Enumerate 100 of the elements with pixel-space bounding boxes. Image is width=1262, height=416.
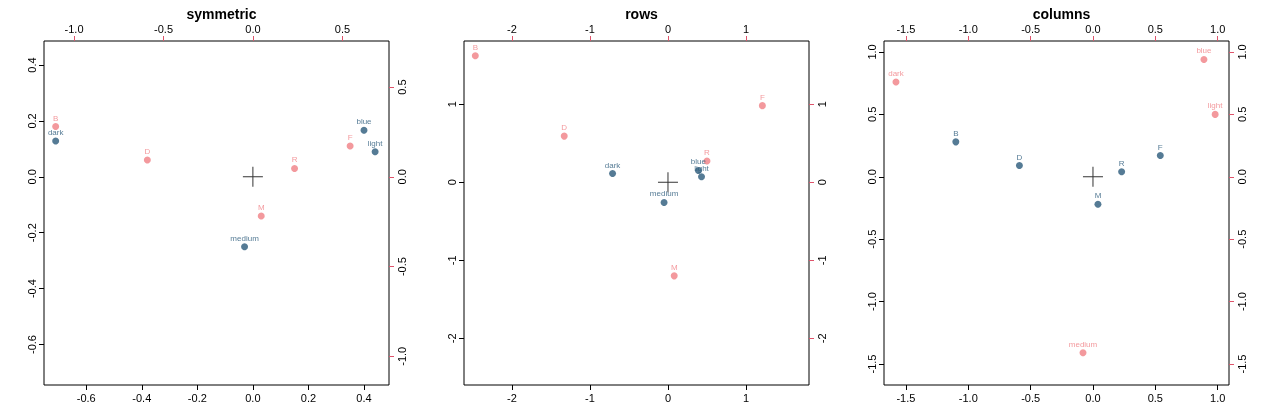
y2-tick-label: 1.0	[1235, 44, 1248, 60]
data-label: D	[144, 147, 151, 157]
point	[471, 52, 479, 60]
y2-tick-label: 1	[815, 101, 828, 108]
x-tick-label: 0.4	[356, 391, 372, 404]
point	[660, 198, 668, 206]
x2-tick-label: -1.0	[64, 22, 84, 35]
point	[241, 243, 249, 251]
x2-tick-label: 1.0	[1210, 22, 1226, 35]
x2-tick-label: -2	[507, 22, 517, 35]
data-label: R	[291, 155, 298, 165]
y2-tick-label: -0.5	[395, 257, 408, 277]
y2-tick-label: -1	[815, 255, 828, 266]
x-tick-label: 0.2	[300, 391, 317, 404]
y-tick-label: -1	[445, 255, 458, 266]
point	[291, 164, 299, 172]
point	[1200, 55, 1208, 63]
y-tick-label: -0.6	[25, 335, 38, 354]
x2-tick-label: -1.5	[896, 22, 916, 35]
y-tick-label: 0.5	[865, 106, 878, 123]
x-tick-label: -1.0	[958, 391, 978, 404]
x-tick-label: -2	[507, 391, 517, 404]
x2-tick-label: 0.5	[334, 22, 351, 35]
point	[657, 172, 678, 193]
point	[609, 170, 617, 178]
data-label: blue	[356, 117, 373, 127]
x2-tick-label: 0.5	[1147, 22, 1163, 35]
point	[952, 138, 960, 146]
x-tick-label: -1.5	[896, 391, 916, 404]
point	[1118, 168, 1126, 176]
y2-tick-label: 0	[815, 179, 828, 186]
point	[143, 156, 151, 164]
x-tick-label: 0.5	[1147, 391, 1163, 404]
point	[758, 102, 766, 110]
y-tick-label: 0.2	[25, 113, 38, 129]
y-tick-label: 0.0	[865, 169, 878, 185]
point	[1094, 200, 1102, 208]
x2-tick-label: 1	[742, 22, 750, 35]
point	[560, 132, 568, 140]
x-tick-label: -0.6	[76, 391, 96, 404]
y-tick-label: 1.0	[865, 44, 878, 60]
y2-tick-label: -2	[815, 333, 828, 344]
data-label: medium	[649, 189, 679, 199]
y-tick-label: -0.4	[25, 279, 38, 299]
data-label: dark	[47, 127, 65, 137]
point	[52, 137, 60, 145]
point	[698, 173, 706, 181]
data-label: F	[759, 92, 765, 102]
point	[1156, 152, 1164, 160]
point	[1015, 162, 1023, 170]
data-label: D	[1016, 152, 1023, 162]
y-tick-label: -1.5	[865, 354, 878, 374]
data-label: light	[1207, 101, 1224, 111]
y2-tick-label: 0.0	[1235, 169, 1248, 185]
y2-tick-label: 0.5	[1235, 106, 1248, 123]
x2-tick-label: -1.0	[958, 22, 978, 35]
x-tick-label: 0	[664, 391, 672, 404]
y-tick-label: 0.4	[25, 57, 38, 73]
data-label: D	[561, 123, 568, 133]
y2-tick-label: 0.0	[395, 169, 408, 185]
point	[670, 272, 678, 280]
chart-title: columns	[1032, 6, 1091, 22]
data-label: M	[1094, 191, 1102, 201]
x2-tick-label: 0	[664, 22, 672, 35]
y-tick-label: -1.0	[865, 292, 878, 312]
point	[242, 166, 263, 187]
y-tick-label: 0	[445, 179, 458, 186]
point	[257, 212, 265, 220]
data-label: F	[347, 133, 353, 143]
y2-tick-label: 0.5	[395, 79, 408, 95]
y-tick-label: -2	[445, 333, 458, 344]
data-label: M	[257, 202, 265, 212]
point	[371, 148, 379, 156]
y2-tick-label: -1.0	[1235, 292, 1248, 312]
point	[1082, 166, 1103, 187]
x2-tick-label: -0.5	[154, 22, 174, 35]
x2-tick-label: 0.0	[1085, 22, 1101, 35]
data-label: B	[472, 42, 478, 52]
y2-tick-label: -1.0	[395, 346, 408, 366]
data-label: blue	[1196, 46, 1213, 56]
data-label: dark	[604, 160, 622, 170]
data-label: medium	[1068, 339, 1098, 349]
y-tick-label: 0.0	[25, 169, 38, 185]
point	[346, 142, 354, 150]
data-label: B	[52, 113, 59, 123]
data-label: R	[1118, 158, 1125, 168]
y-tick-label: -0.2	[25, 223, 38, 243]
x-tick-label: -1	[585, 391, 595, 404]
x-tick-label: -0.2	[187, 391, 207, 404]
data-label: M	[670, 262, 678, 272]
chart-title: symmetric	[186, 6, 257, 22]
x-tick-label: 1.0	[1210, 391, 1226, 404]
y-tick-label: -0.5	[865, 229, 878, 249]
data-label: B	[953, 128, 959, 138]
y-tick-label: 1	[445, 101, 458, 108]
x2-tick-label: 0.0	[245, 22, 261, 35]
x-tick-label: 1	[742, 391, 750, 404]
x2-tick-label: -1	[585, 22, 595, 35]
data-label: F	[1157, 142, 1163, 152]
point	[1211, 110, 1219, 118]
